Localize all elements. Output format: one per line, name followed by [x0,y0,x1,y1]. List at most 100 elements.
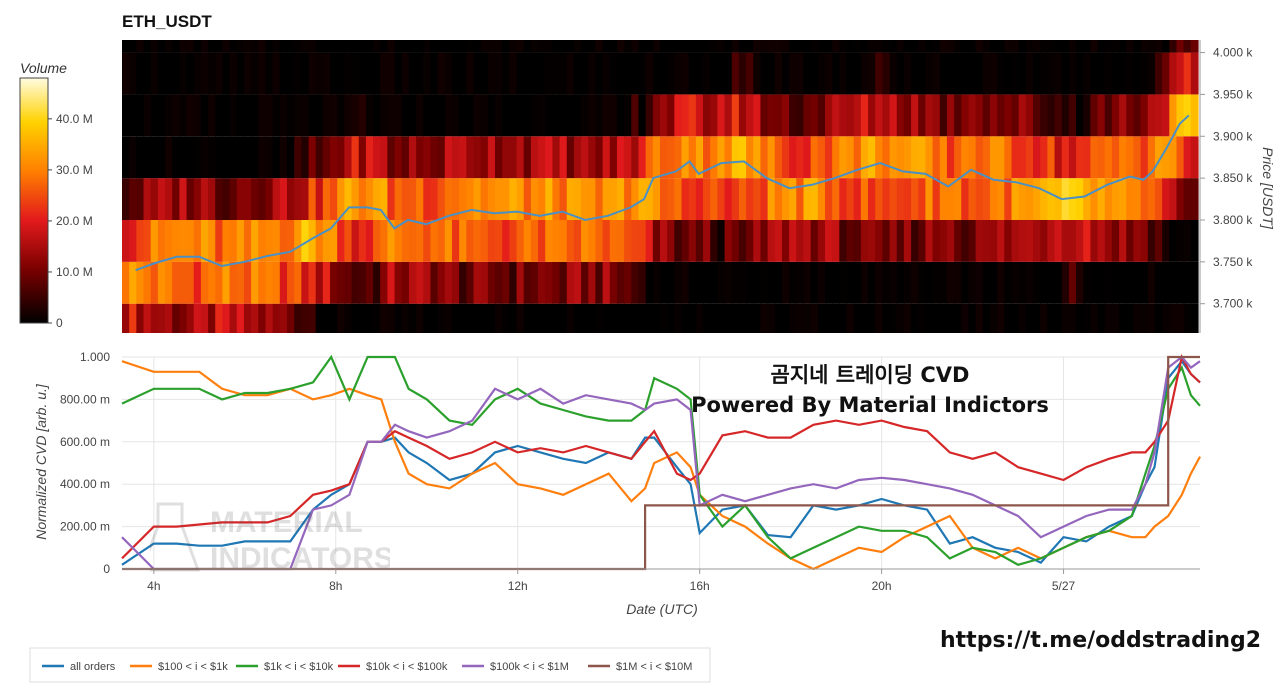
heatmap-cell [853,136,862,179]
heatmap-cell [638,261,647,304]
heatmap-cell [588,40,597,53]
heatmap-cell [272,178,281,220]
heatmap-cell [538,94,546,137]
heatmap-cell [796,94,805,137]
heatmap-cell [774,178,783,220]
heatmap-cell [559,52,568,95]
heatmap-cell [975,178,984,220]
heatmap-cell [315,136,324,179]
heatmap-cell [122,52,130,95]
cvd-x-tick-label: 8h [329,579,342,593]
heatmap-cell [401,219,410,262]
heatmap-cell [989,303,998,333]
heatmap-cell [1025,136,1034,179]
heatmap-cell [1190,94,1199,137]
heatmap-cell [179,52,188,95]
heatmap-cell [265,94,274,137]
heatmap-cell [258,303,267,333]
heatmap-cell [631,303,640,333]
heatmap-cell [767,219,776,262]
heatmap-cell [466,219,475,262]
heatmap-cell [1061,219,1070,262]
heatmap-cell [939,94,948,137]
heatmap-cell [344,40,353,53]
heatmap-cell [932,94,941,137]
heatmap-cell [1068,178,1077,220]
heatmap-cell [1176,261,1185,304]
heatmap-cell [416,136,424,179]
telegram-link[interactable]: https://t.me/oddstrading2 [940,628,1262,653]
heatmap-cell [251,136,259,179]
heatmap-cell [466,178,475,220]
heatmap-cell [1147,219,1156,262]
heatmap-cell [946,40,955,53]
heatmap-cell [1154,303,1163,333]
heatmap-cell [911,94,919,137]
heatmap-cell [616,261,625,304]
heatmap-cell [602,94,611,137]
heatmap-cell [1076,261,1084,304]
heatmap-cell [502,178,510,220]
heatmap-cell [760,136,769,179]
heatmap-cell [1018,303,1027,333]
heatmap-cell [681,136,690,179]
heatmap-cell [997,261,1005,304]
heatmap-cell [710,52,718,95]
heatmap-cell [186,52,195,95]
heatmap-cell [165,52,173,95]
heatmap-cell [365,303,374,333]
heatmap-cell [573,94,582,137]
heatmap-cell [294,219,302,262]
heatmap-cell [774,52,783,95]
heatmap-cell [523,136,532,179]
heatmap-cell [509,219,518,262]
heatmap-cell [1111,178,1120,220]
heatmap-cell [954,261,962,304]
heatmap-cell [308,52,317,95]
heatmap-cell [186,94,195,137]
heatmap-cell [143,94,152,137]
heatmap-cell [925,52,934,95]
heatmap-cell [674,94,683,137]
heatmap-cell [774,40,783,53]
heatmap-cell [961,94,970,137]
heatmap-cell [1154,40,1163,53]
heatmap-cell [459,261,467,304]
heatmap-cell [746,94,754,137]
heatmap-cell [674,261,683,304]
heatmap-cell [1111,219,1120,262]
heatmap-cell [1090,136,1099,179]
heatmap-cell [193,136,202,179]
heatmap-cell [516,52,525,95]
heatmap-cell [286,52,295,95]
heatmap-cell [1190,303,1199,333]
heatmap-cell [817,94,826,137]
heatmap-cell [538,136,546,179]
heatmap-cell [660,52,668,95]
heatmap-cell [595,40,604,53]
heatmap-cell [631,52,640,95]
heatmap-cell [229,94,238,137]
heatmap-cell [286,136,295,179]
svg-text:MATERIAL: MATERIAL [210,506,363,539]
heatmap-cell [186,303,195,333]
heatmap-cell [251,178,259,220]
heatmap-cell [1147,178,1156,220]
heatmap-cell [150,40,159,53]
heatmap-cell [236,136,245,179]
heatmap-cell [817,178,826,220]
heatmap-cell [451,52,460,95]
heatmap-cell [315,94,324,137]
heatmap-cell [868,261,876,304]
heatmap-cell [932,40,941,53]
heatmap-cell [652,94,661,137]
heatmap-cell [509,261,518,304]
heatmap-cell [946,94,955,137]
heatmap-cell [1054,136,1063,179]
heatmap-cell [1154,94,1163,137]
heatmap-cell [832,303,840,333]
heatmap-cell [1147,40,1156,53]
heatmap-cell [695,303,704,333]
heatmap-cell [896,178,905,220]
